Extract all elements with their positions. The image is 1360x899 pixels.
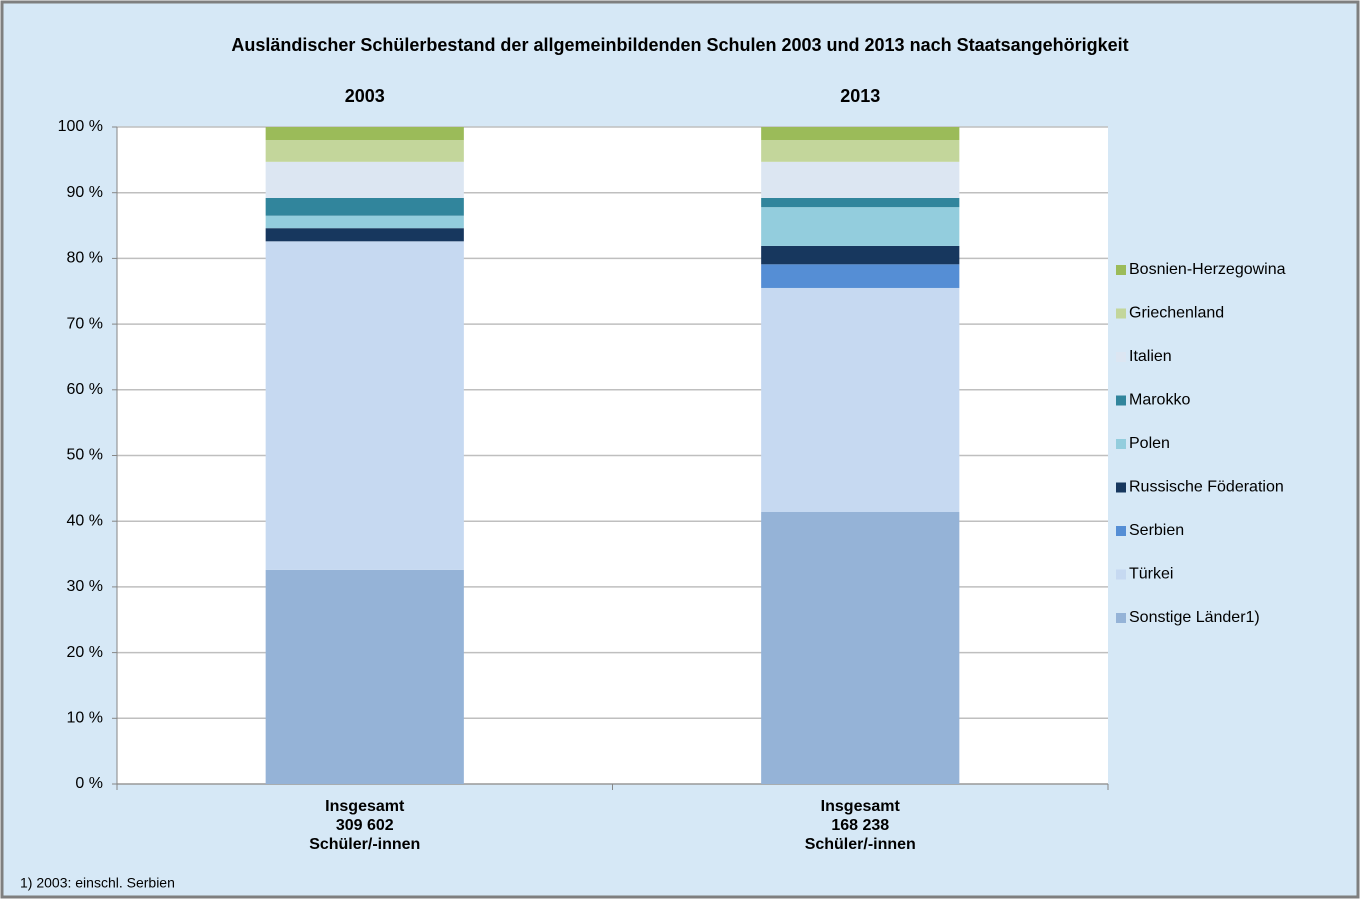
legend-marker bbox=[1116, 308, 1126, 319]
x-tick-label: Schüler/-innen bbox=[309, 836, 420, 853]
bar-segment bbox=[761, 140, 960, 162]
bar-segment bbox=[265, 215, 464, 229]
legend-label: Italien bbox=[1129, 348, 1172, 365]
legend-label: Bosnien-Herzegowina bbox=[1129, 261, 1286, 278]
bar-segment bbox=[761, 197, 960, 208]
x-tick-label: Insgesamt bbox=[821, 798, 901, 815]
bar-segment bbox=[265, 161, 464, 198]
y-tick-label: 30 % bbox=[67, 578, 103, 595]
bar-segment bbox=[761, 161, 960, 198]
legend-marker bbox=[1116, 482, 1126, 493]
bar-segment bbox=[761, 264, 960, 288]
x-tick-label: Schüler/-innen bbox=[805, 836, 916, 853]
y-tick-label: 0 % bbox=[75, 775, 103, 792]
legend-marker bbox=[1116, 526, 1126, 536]
x-tick-label: 168 238 bbox=[831, 817, 889, 834]
y-tick-label: 70 % bbox=[67, 315, 103, 332]
x-tick-label: 309 602 bbox=[336, 817, 394, 834]
bar-segment bbox=[761, 287, 960, 513]
legend-marker bbox=[1116, 265, 1126, 275]
legend-marker bbox=[1116, 613, 1126, 623]
y-tick-label: 10 % bbox=[67, 710, 103, 727]
legend-label: Polen bbox=[1129, 435, 1170, 452]
bar-segment bbox=[265, 569, 464, 784]
legend-marker bbox=[1116, 569, 1126, 580]
y-tick-label: 90 % bbox=[67, 184, 103, 201]
legend-label: Russische Föderation bbox=[1129, 479, 1284, 496]
legend-marker bbox=[1116, 352, 1126, 362]
chart-title: Ausländischer Schülerbestand der allgeme… bbox=[231, 35, 1128, 55]
bar-segment bbox=[265, 127, 464, 141]
legend-marker bbox=[1116, 395, 1126, 406]
bar-segment bbox=[265, 140, 464, 162]
bar-segment bbox=[761, 245, 960, 265]
legend-label: Türkei bbox=[1129, 566, 1173, 583]
bar-segment bbox=[761, 127, 960, 141]
footnote: 1) 2003: einschl. Serbien bbox=[20, 875, 175, 891]
y-tick-label: 50 % bbox=[67, 447, 103, 464]
legend-label: Serbien bbox=[1129, 522, 1184, 539]
legend-marker bbox=[1116, 439, 1126, 449]
bar-segment bbox=[265, 228, 464, 242]
legend-label: Griechenland bbox=[1129, 305, 1224, 322]
x-tick-label: Insgesamt bbox=[325, 798, 405, 815]
bar-segment bbox=[761, 512, 960, 784]
y-tick-label: 80 % bbox=[67, 250, 103, 267]
y-tick-label: 40 % bbox=[67, 512, 103, 529]
y-tick-label: 20 % bbox=[67, 644, 103, 661]
legend-label: Sonstige Länder1) bbox=[1129, 609, 1260, 626]
y-tick-label: 100 % bbox=[58, 118, 103, 135]
bar-segment bbox=[265, 197, 464, 216]
legend-label: Marokko bbox=[1129, 392, 1190, 409]
bar-segment bbox=[761, 207, 960, 246]
y-tick-label: 60 % bbox=[67, 381, 103, 398]
column-title: 2003 bbox=[345, 86, 385, 106]
column-title: 2013 bbox=[840, 86, 880, 106]
bar-segment bbox=[265, 241, 464, 570]
